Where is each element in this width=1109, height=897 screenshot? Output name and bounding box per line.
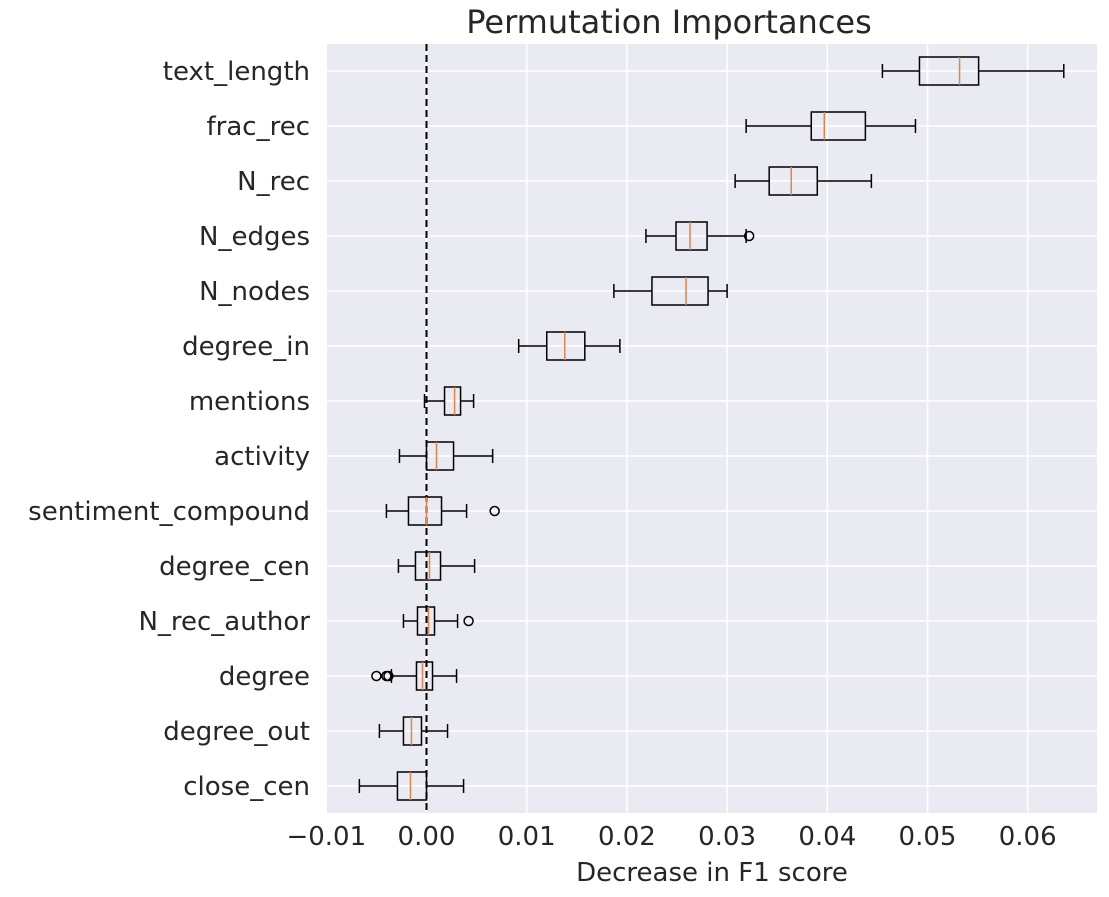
iqr-box: [918, 56, 980, 86]
outlier-point: [371, 670, 382, 682]
boxplot-degree_out: [378, 716, 449, 746]
y-tick-label: sentiment_compound: [28, 497, 310, 527]
boxplot-N_rec_author: [402, 606, 474, 636]
chart-title: Permutation Importances: [466, 3, 872, 41]
iqr-box: [768, 166, 819, 196]
boxplot-frac_rec: [745, 111, 917, 141]
boxplot-mentions: [423, 386, 475, 416]
outlier-point: [463, 615, 474, 627]
iqr-box: [425, 441, 455, 471]
y-tick-label: frac_rec: [207, 112, 310, 142]
outlier-point: [489, 505, 500, 517]
outlier-point: [383, 670, 394, 682]
iqr-box: [651, 276, 709, 306]
boxplot-N_edges: [645, 221, 755, 251]
x-tick-label: 0.00: [398, 822, 456, 852]
boxplot-degree_cen: [397, 551, 476, 581]
x-tick-label: 0.02: [598, 822, 656, 852]
iqr-box: [396, 771, 428, 801]
y-tick-label: text_length: [163, 57, 310, 87]
y-tick-label: activity: [214, 442, 310, 472]
x-tick-label: 0.06: [999, 822, 1057, 852]
x-tick-label: 0.04: [798, 822, 856, 852]
y-tick-label: degree_cen: [159, 552, 310, 582]
iqr-box: [407, 496, 443, 526]
x-axis-label: Decrease in F1 score: [576, 858, 848, 888]
iqr-box: [402, 716, 423, 746]
boxplot-close_cen: [358, 771, 465, 801]
outlier-point: [743, 230, 755, 242]
boxplot-activity: [398, 441, 494, 471]
iqr-box: [675, 221, 708, 251]
iqr-box: [810, 111, 867, 141]
plot-area: [326, 44, 1097, 813]
y-tick-label: N_rec_author: [138, 607, 310, 637]
x-tick-label: −0.01: [286, 822, 366, 852]
boxplot-N_rec: [734, 166, 873, 196]
y-tick-label: mentions: [189, 387, 310, 417]
iqr-box: [415, 661, 434, 691]
iqr-box: [414, 551, 442, 581]
y-tick-label: N_rec: [237, 167, 310, 197]
boxplot-text_length: [881, 56, 1065, 86]
x-tick-label: 0.05: [899, 822, 957, 852]
boxplot-N_nodes: [613, 276, 728, 306]
y-tick-label: degree: [219, 662, 310, 692]
x-tick-label: 0.03: [698, 822, 756, 852]
boxplot-sentiment_compound: [385, 496, 500, 526]
y-tick-label: close_cen: [183, 772, 310, 802]
y-tick-label: degree_out: [163, 717, 310, 747]
iqr-box: [443, 386, 462, 416]
y-tick-label: degree_in: [182, 332, 310, 362]
y-tick-label: N_nodes: [199, 277, 310, 307]
iqr-box: [416, 606, 436, 636]
x-tick-label: 0.01: [498, 822, 556, 852]
iqr-box: [545, 331, 586, 361]
y-tick-label: N_edges: [199, 222, 310, 252]
boxplot-degree: [371, 661, 458, 691]
boxplot-degree_in: [517, 331, 621, 361]
